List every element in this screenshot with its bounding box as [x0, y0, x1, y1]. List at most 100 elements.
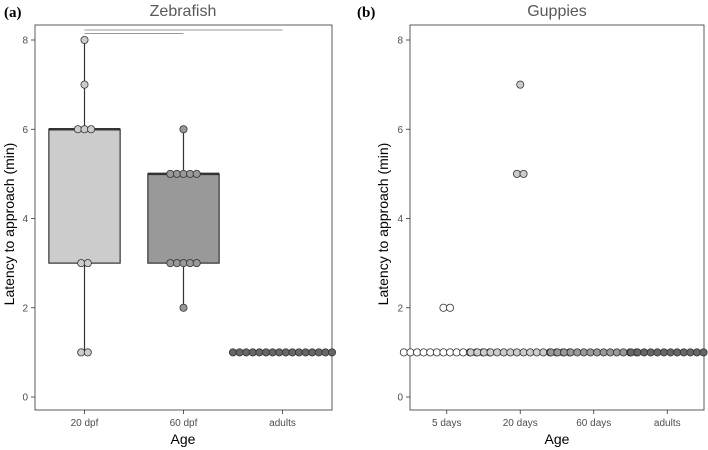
guppies-title: Guppies	[527, 3, 587, 20]
guppies-x-tick-label: 60 days	[576, 418, 611, 429]
guppies-y-axis-title: Latency to approach (min)	[375, 143, 391, 306]
zebrafish-title: Zebrafish	[150, 3, 217, 20]
guppies-data-point	[612, 348, 621, 357]
guppies-y-tick-label: 6	[397, 125, 403, 136]
zebrafish-data-point	[80, 125, 89, 134]
guppies-data-point	[526, 348, 535, 357]
zebrafish-data-point	[314, 348, 323, 357]
guppies-y-tick-label: 8	[397, 36, 403, 47]
guppies-data-point	[466, 348, 475, 357]
zebrafish-data-point	[172, 259, 181, 268]
zebrafish-data-point	[242, 348, 251, 357]
guppies-x-axis-title: Age	[545, 431, 570, 447]
zebrafish-data-point	[166, 169, 175, 178]
guppies-data-point	[546, 348, 555, 357]
guppies-data-point	[519, 348, 528, 357]
guppies-data-point	[633, 348, 642, 357]
guppies-data-point	[473, 348, 482, 357]
zebrafish-data-point	[255, 348, 264, 357]
guppies-data-point	[439, 348, 448, 357]
guppies-data-point	[516, 80, 525, 89]
zebrafish-data-point	[301, 348, 310, 357]
zebrafish-x-tick-label: 20 dpf	[71, 418, 99, 429]
guppies-data-point	[659, 348, 668, 357]
guppies-data-point	[432, 348, 441, 357]
guppies-data-point	[506, 348, 515, 357]
guppies-x-tick-label: 5 days	[432, 418, 461, 429]
guppies-data-point	[579, 348, 588, 357]
guppies-y-tick-label: 4	[397, 214, 403, 225]
guppies-y-tick-label: 2	[397, 303, 403, 314]
guppies-data-point	[486, 348, 495, 357]
zebrafish-data-point	[235, 348, 244, 357]
guppies-data-point	[640, 348, 649, 357]
zebrafish-data-point	[77, 259, 86, 268]
guppies-data-point	[446, 348, 455, 357]
zebrafish-data-point	[261, 348, 270, 357]
zebrafish-data-point	[268, 348, 277, 357]
guppies-data-point	[686, 348, 695, 357]
zebrafish-x-tick-label: 60 dpf	[170, 418, 198, 429]
zebrafish-y-tick-label: 6	[22, 125, 28, 136]
zebrafish-data-point	[179, 125, 188, 134]
zebrafish-data-point	[80, 80, 89, 89]
zebrafish-y-tick-label: 2	[22, 303, 28, 314]
guppies-data-point	[553, 348, 562, 357]
guppies-data-point	[426, 348, 435, 357]
guppies-data-point	[512, 169, 521, 178]
guppies-x-tick-label: adults	[654, 418, 681, 429]
guppies-data-point	[499, 348, 508, 357]
zebrafish-y-axis-title: Latency to approach (min)	[1, 143, 17, 306]
guppies-data-point	[446, 303, 455, 312]
zebrafish-data-point	[73, 125, 82, 134]
zebrafish-data-point	[294, 348, 303, 357]
guppies-data-point	[493, 348, 502, 357]
guppies-data-point	[646, 348, 655, 357]
zebrafish-box	[147, 173, 220, 264]
zebrafish-data-point	[166, 259, 175, 268]
zebrafish-data-point	[186, 169, 195, 178]
guppies-data-point	[413, 348, 422, 357]
guppies-data-point	[439, 303, 448, 312]
panel-label-a: (a)	[4, 5, 22, 21]
guppies-data-point	[532, 348, 541, 357]
guppies-data-point	[539, 348, 548, 357]
guppies-data-point	[479, 348, 488, 357]
guppies-data-point	[673, 348, 682, 357]
zebrafish-data-point	[83, 348, 92, 357]
guppies-data-point	[586, 348, 595, 357]
zebrafish-data-point	[87, 125, 96, 134]
guppies-data-point	[452, 348, 461, 357]
zebrafish-data-point	[179, 303, 188, 312]
zebrafish-box	[48, 128, 121, 264]
zebrafish-data-point	[186, 259, 195, 268]
guppies-data-point	[626, 348, 635, 357]
guppies-data-point	[692, 348, 701, 357]
guppies-data-point	[399, 348, 408, 357]
zebrafish-data-point	[321, 348, 330, 357]
zebrafish-y-tick-label: 0	[22, 393, 28, 404]
zebrafish-data-point	[228, 348, 237, 357]
zebrafish-data-point	[172, 169, 181, 178]
guppies-data-point	[459, 348, 468, 357]
guppies-data-point	[679, 348, 688, 357]
zebrafish-data-point	[327, 348, 336, 357]
guppies-data-point	[419, 348, 428, 357]
panel-label-b: (b)	[357, 5, 375, 21]
zebrafish-data-point	[248, 348, 257, 357]
guppies-data-point	[560, 348, 569, 357]
zebrafish-data-point	[281, 348, 290, 357]
guppies-data-point	[406, 348, 415, 357]
zebrafish-data-point	[83, 259, 92, 268]
zebrafish-data-point	[192, 259, 201, 268]
guppies-panel-border	[409, 24, 705, 411]
zebrafish-data-point	[275, 348, 284, 357]
guppies-data-point	[699, 348, 708, 357]
guppies-data-point	[512, 348, 521, 357]
guppies-data-point	[653, 348, 662, 357]
guppies-data-point	[566, 348, 575, 357]
guppies-data-point	[599, 348, 608, 357]
zebrafish-data-point	[77, 348, 86, 357]
zebrafish-data-point	[192, 169, 201, 178]
